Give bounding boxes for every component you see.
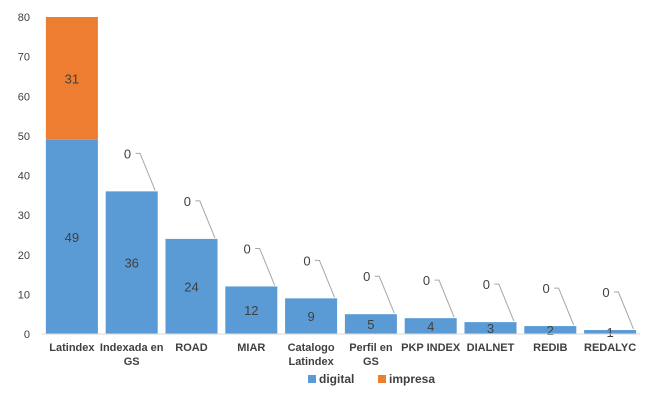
- data-labels: 49 31 36 0 24 0 12 0 9 0 5 0 4 0 3 0 2 0 1 0: [65, 71, 614, 340]
- bar-digital: [464, 322, 517, 334]
- y-tick-label: 0: [24, 329, 30, 341]
- zero-label-leader: [255, 247, 276, 286]
- data-label-impresa: 0: [483, 277, 490, 292]
- data-label-impresa: 0: [124, 146, 131, 161]
- bar-digital: [165, 238, 218, 334]
- data-label-impresa: 0: [184, 194, 191, 209]
- x-category-label: Indexada en GS: [100, 342, 164, 368]
- legend-label-digital: digital: [319, 372, 354, 386]
- data-label-impresa: 0: [303, 253, 310, 268]
- data-label-impresa: 0: [363, 269, 370, 284]
- data-label-digital: 5: [367, 317, 374, 332]
- x-category-label: ROAD: [175, 342, 207, 354]
- data-label-digital: 49: [65, 230, 79, 245]
- x-category-label: Perfil en GS: [349, 342, 393, 368]
- y-tick-label: 70: [18, 52, 30, 64]
- y-tick-label: 30: [18, 210, 30, 222]
- y-tick-label: 80: [18, 12, 30, 24]
- x-category-label: Latindex: [49, 342, 95, 354]
- x-category-label: REDALYC: [584, 342, 636, 354]
- zero-label-leader: [613, 291, 634, 330]
- zero-label-leader: [374, 275, 395, 314]
- zero-label-leaders: [135, 152, 634, 330]
- x-category-label: DIALNET: [467, 342, 515, 354]
- x-axis: Latindex Indexada en GS ROAD MIAR Catalogo Lat…: [42, 333, 640, 368]
- zero-label-leader: [434, 279, 455, 318]
- zero-label-leader: [195, 200, 216, 239]
- data-label-digital: 2: [547, 323, 554, 338]
- bar-digital: [285, 298, 338, 334]
- data-label-impresa: 0: [244, 241, 251, 256]
- y-tick-label: 10: [18, 289, 30, 301]
- y-axis: 0 10 20 30 40 50 60 70 80: [18, 12, 30, 341]
- zero-label-leader: [135, 152, 156, 191]
- data-label-impresa: 0: [543, 281, 550, 296]
- bar-digital: [584, 330, 637, 334]
- data-label-impresa: 31: [65, 71, 79, 86]
- x-category-label: REDIB: [533, 342, 567, 354]
- data-label-digital: 9: [307, 309, 314, 324]
- zero-label-leader: [494, 283, 515, 322]
- bar-digital: [344, 314, 397, 334]
- bar-digital: [404, 318, 457, 334]
- bar-digital: [105, 191, 158, 334]
- y-tick-label: 60: [18, 91, 30, 103]
- legend-swatch-impresa: [378, 375, 386, 383]
- bar-digital: [45, 139, 98, 334]
- data-label-digital: 1: [606, 325, 613, 340]
- data-label-impresa: 0: [602, 285, 609, 300]
- bars: [45, 17, 637, 334]
- bar-digital: [225, 286, 278, 334]
- bar-digital: [524, 326, 577, 334]
- legend: digital impresa: [308, 372, 435, 386]
- legend-swatch-digital: [308, 375, 316, 383]
- x-category-label: Catalogo Latindex: [288, 342, 335, 368]
- zero-label-leader: [314, 259, 335, 298]
- x-category-label: MIAR: [237, 342, 265, 354]
- data-label-digital: 3: [487, 321, 494, 336]
- data-label-digital: 24: [184, 279, 198, 294]
- data-label-digital: 12: [244, 303, 258, 318]
- zero-label-leader: [554, 287, 575, 326]
- y-tick-label: 50: [18, 131, 30, 143]
- data-label-digital: 4: [427, 319, 434, 334]
- y-tick-label: 20: [18, 250, 30, 262]
- data-label-digital: 36: [124, 256, 138, 271]
- legend-label-impresa: impresa: [389, 372, 435, 386]
- y-tick-label: 40: [18, 171, 30, 183]
- x-category-label: PKP INDEX: [401, 342, 461, 354]
- data-label-impresa: 0: [423, 273, 430, 288]
- bar-impresa: [45, 17, 98, 140]
